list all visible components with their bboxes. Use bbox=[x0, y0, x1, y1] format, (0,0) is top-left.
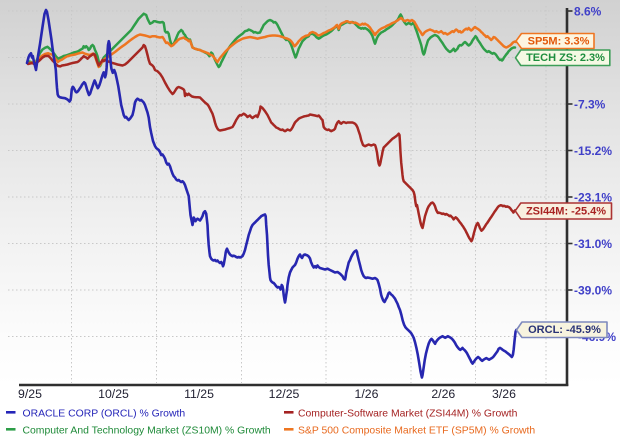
svg-text:2/26: 2/26 bbox=[431, 387, 455, 401]
svg-text:ZSI44M: -25.4%: ZSI44M: -25.4% bbox=[526, 205, 606, 217]
svg-text:9/25: 9/25 bbox=[18, 387, 42, 401]
svg-text:S&P 500 Composite Market ETF (: S&P 500 Composite Market ETF (SP5M) % Gr… bbox=[298, 426, 535, 437]
svg-text:-7.3%: -7.3% bbox=[574, 97, 606, 111]
svg-text:Computer-Software Market (ZSI4: Computer-Software Market (ZSI44M) % Grow… bbox=[298, 409, 518, 420]
svg-text:-31.0%: -31.0% bbox=[574, 237, 612, 251]
svg-text:1/26: 1/26 bbox=[355, 387, 379, 401]
svg-text:12/25: 12/25 bbox=[269, 387, 300, 401]
svg-text:Computer And Technology Market: Computer And Technology Market (ZS10M) %… bbox=[23, 426, 271, 437]
svg-text:3/26: 3/26 bbox=[492, 387, 516, 401]
svg-text:10/25: 10/25 bbox=[98, 387, 129, 401]
svg-text:-15.2%: -15.2% bbox=[574, 144, 612, 158]
svg-text:TECH ZS: 2.3%: TECH ZS: 2.3% bbox=[526, 52, 605, 64]
svg-text:-23.1%: -23.1% bbox=[574, 190, 612, 204]
svg-text:11/25: 11/25 bbox=[184, 387, 214, 401]
svg-text:SP5M: 3.3%: SP5M: 3.3% bbox=[528, 35, 590, 47]
svg-text:-39.0%: -39.0% bbox=[574, 283, 612, 297]
svg-text:ORCL: -45.9%: ORCL: -45.9% bbox=[528, 324, 601, 336]
svg-text:8.6%: 8.6% bbox=[574, 4, 602, 18]
svg-text:ORACLE CORP (ORCL) % Growth: ORACLE CORP (ORCL) % Growth bbox=[23, 409, 186, 420]
